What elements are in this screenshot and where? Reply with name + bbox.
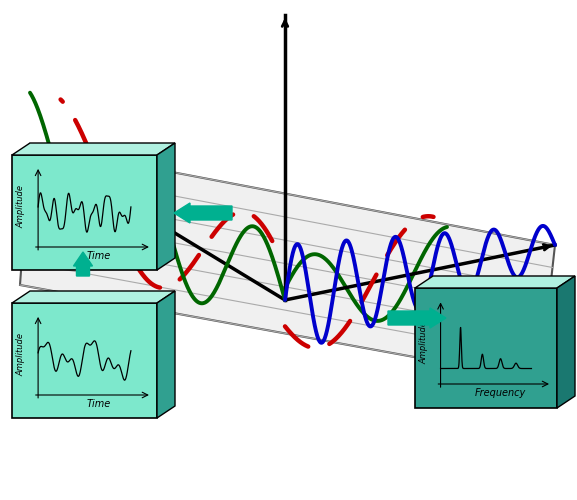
Text: Amplitude: Amplitude bbox=[17, 333, 25, 376]
Text: Time: Time bbox=[87, 399, 111, 409]
Polygon shape bbox=[157, 291, 175, 418]
Polygon shape bbox=[20, 145, 555, 380]
Text: Amplitude: Amplitude bbox=[419, 320, 429, 364]
Text: Time: Time bbox=[87, 251, 111, 261]
Polygon shape bbox=[415, 276, 575, 288]
FancyArrow shape bbox=[174, 203, 232, 223]
Polygon shape bbox=[12, 303, 157, 418]
Text: Frequency: Frequency bbox=[474, 388, 526, 398]
FancyArrow shape bbox=[388, 308, 446, 328]
Polygon shape bbox=[12, 291, 175, 303]
Text: Amplitude: Amplitude bbox=[17, 185, 25, 228]
Polygon shape bbox=[415, 288, 557, 408]
FancyArrow shape bbox=[73, 252, 92, 276]
Polygon shape bbox=[12, 143, 175, 155]
Polygon shape bbox=[157, 143, 175, 270]
Polygon shape bbox=[557, 276, 575, 408]
Polygon shape bbox=[12, 155, 157, 270]
